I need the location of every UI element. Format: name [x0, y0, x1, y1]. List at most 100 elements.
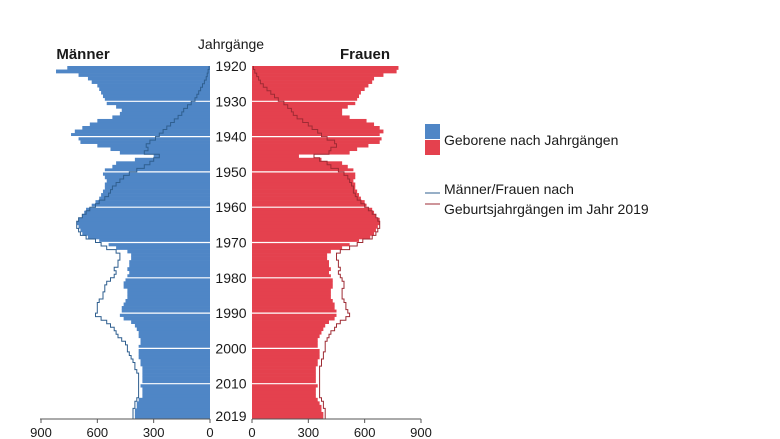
women-bar — [252, 327, 324, 332]
men-bar — [82, 231, 210, 236]
men-bar — [142, 390, 210, 395]
women-bar — [252, 260, 329, 264]
men-bar — [138, 351, 210, 356]
legend-line-label-2: Geburtsjahrgängen im Jahr 2019 — [444, 201, 649, 217]
men-bar — [140, 362, 210, 367]
men-bar — [101, 90, 210, 95]
men-bar — [123, 284, 210, 289]
men-bar — [91, 203, 210, 208]
women-bar — [252, 140, 380, 144]
men-bar — [104, 186, 210, 190]
men-bar — [101, 193, 210, 197]
x-tick-label: 900 — [410, 425, 432, 439]
men-bar — [86, 207, 210, 212]
women-bar — [252, 118, 367, 123]
men-bar — [123, 316, 210, 321]
women-bar — [252, 231, 375, 236]
men-bar — [142, 394, 210, 399]
women-bar — [252, 136, 382, 141]
women-bar — [252, 235, 371, 240]
women-bar — [252, 164, 348, 169]
women-bar — [252, 376, 316, 381]
x-tick-label: 300 — [143, 425, 165, 439]
legend-line-label-1: Männer/Frauen nach — [444, 181, 574, 197]
women-bar — [252, 193, 360, 197]
women-bar — [252, 320, 329, 324]
women-bar — [252, 210, 375, 215]
men-bar — [84, 210, 210, 215]
x-tick-label: 600 — [354, 425, 376, 439]
legend: Geborene nach Jahrgängen Männer/Frauen n… — [425, 124, 649, 217]
women-bar — [252, 73, 384, 77]
year-tick-label: 1930 — [215, 93, 246, 109]
legend-swatch-women — [425, 140, 440, 155]
women-bar — [252, 171, 356, 176]
women-bar — [252, 238, 360, 243]
center-title: Jahrgänge — [198, 36, 264, 52]
women-bar — [252, 344, 318, 349]
men-bar — [106, 178, 210, 183]
men-bar — [121, 309, 210, 314]
women-bar — [252, 80, 373, 84]
year-tick-label: 2019 — [215, 408, 246, 424]
women-bar — [252, 249, 331, 254]
men-bar — [104, 175, 210, 180]
men-bar — [127, 291, 210, 296]
men-bar — [138, 344, 210, 349]
women-bar — [252, 217, 380, 222]
men-bar — [76, 221, 210, 226]
women-bar — [252, 182, 356, 187]
men-bar — [80, 140, 210, 144]
men-bar — [108, 242, 210, 247]
year-tick-label: 1990 — [215, 305, 246, 321]
women-bar — [252, 115, 350, 120]
women-bar — [252, 224, 378, 229]
women-bar — [252, 348, 320, 353]
men-bar — [131, 256, 210, 261]
women-bar — [252, 126, 380, 130]
men-bar — [80, 228, 210, 233]
women-bar — [252, 277, 333, 282]
year-tick-labels: 1920 1930 1940 1950 1960 1970 1980 1990 2000 2010… — [215, 58, 246, 424]
men-bar — [142, 380, 210, 384]
women-bar — [252, 298, 333, 303]
women-bar — [252, 291, 331, 296]
men-bar — [136, 401, 210, 406]
men-bar — [112, 115, 210, 120]
men-bar — [140, 337, 210, 342]
women-bar — [252, 161, 343, 166]
men-bar — [119, 150, 210, 155]
men-bar — [138, 330, 210, 335]
men-bar — [104, 97, 210, 102]
women-bar — [252, 157, 322, 162]
men-bar — [121, 306, 210, 310]
right-title: Frauen — [340, 46, 390, 63]
men-bar — [110, 147, 210, 152]
men-bar — [127, 295, 210, 300]
men-bar — [142, 369, 210, 374]
women-bar — [252, 351, 320, 356]
men-bar — [134, 323, 210, 328]
men-bar — [127, 249, 210, 254]
women-bar — [252, 323, 326, 328]
women-bar — [252, 270, 329, 275]
women-bar — [252, 154, 299, 159]
men-bar — [121, 108, 210, 113]
year-tick-label: 1980 — [215, 270, 246, 286]
women-bar — [252, 358, 318, 363]
men-bar — [131, 320, 210, 324]
men-bar — [74, 129, 210, 134]
men-bar — [136, 327, 210, 332]
women-bar — [252, 263, 329, 268]
men-bar — [102, 189, 210, 194]
men-bar — [119, 313, 210, 317]
men-bar — [138, 334, 210, 339]
men-bar — [99, 196, 210, 201]
women-bar — [252, 147, 358, 152]
women-bar — [252, 104, 348, 109]
men-bar — [142, 366, 210, 370]
women-bar — [252, 306, 335, 310]
men-bar — [67, 66, 211, 70]
women-bar — [252, 401, 320, 406]
men-bar — [119, 111, 210, 116]
